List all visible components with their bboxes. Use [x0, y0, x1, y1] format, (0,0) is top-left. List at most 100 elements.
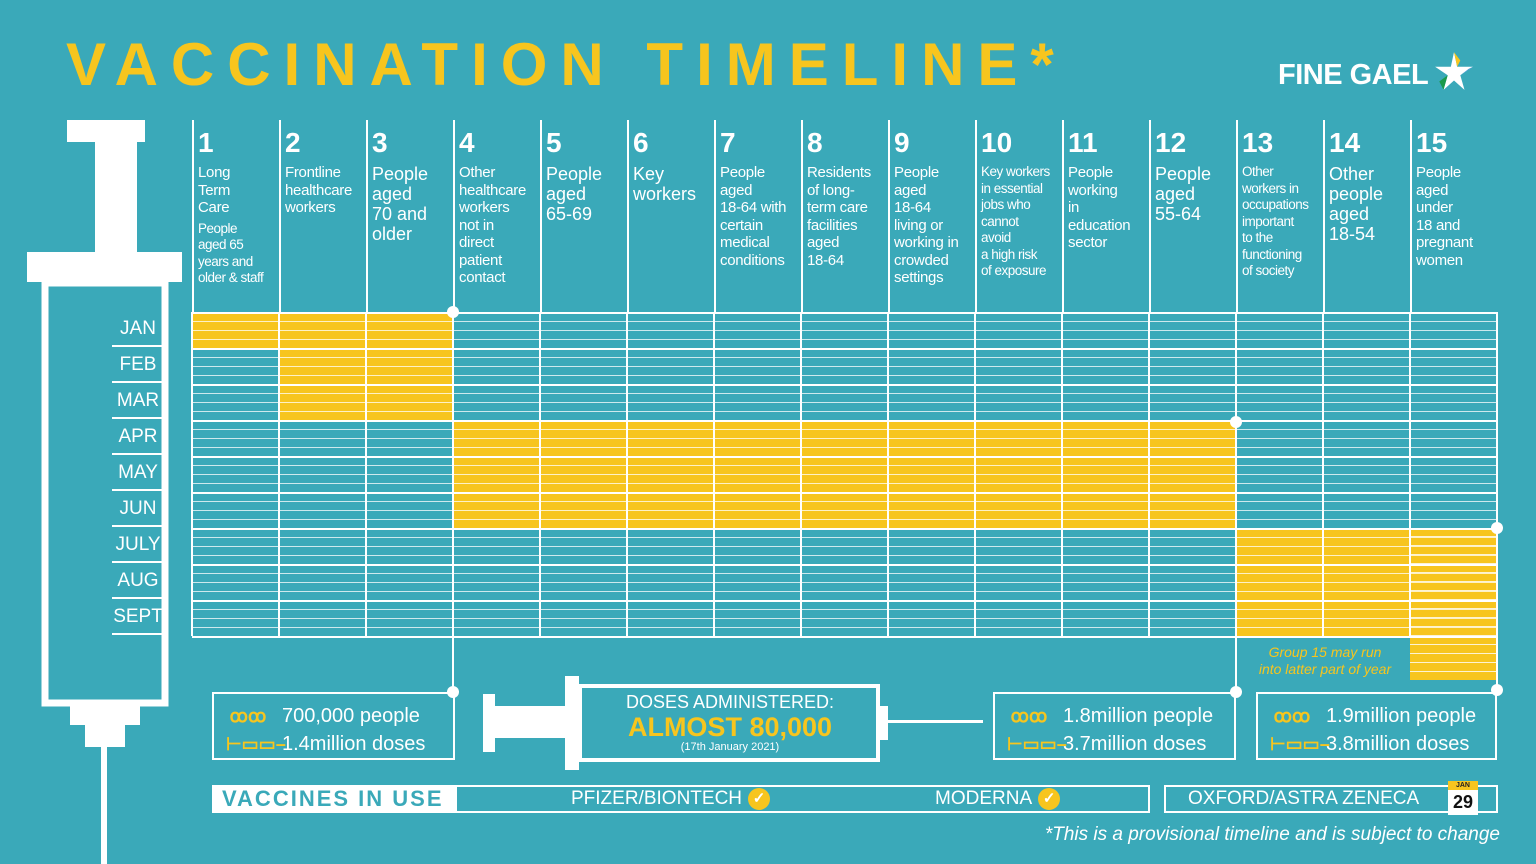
grid-line [192, 312, 1497, 314]
grid-line [192, 429, 1497, 430]
column-divider [626, 312, 628, 636]
group-label: People working in education sector [1068, 164, 1131, 251]
group-label: Other people aged 18-54 [1329, 164, 1384, 244]
group-label: People aged 65-69 [546, 164, 603, 224]
group-number: 7 [720, 127, 736, 158]
grid-line [192, 447, 1497, 448]
month-label: MAY [112, 455, 168, 491]
column-divider [887, 312, 889, 636]
column-divider [191, 312, 193, 636]
grid-line [192, 321, 1497, 322]
grid-line [192, 465, 1497, 466]
group-label: Other workers in occupations important t… [1242, 164, 1309, 278]
grid-line [192, 420, 1497, 422]
grid-line [192, 348, 1497, 350]
group-column-10: 10 Key workers in essential jobs who cann… [975, 120, 1062, 312]
column-divider [1496, 312, 1498, 636]
month-label: JAN [112, 311, 168, 347]
grid-line [192, 366, 1497, 367]
grid-line [192, 375, 1497, 376]
month-label: MAR [112, 383, 168, 419]
calendar-icon: JAN 29 [1448, 781, 1478, 815]
group-number: 13 [1242, 127, 1274, 158]
group-column-4: 4 Other healthcare workers not in direct … [453, 120, 540, 312]
phase-summary-1: ꝏꝏ 700,000 people ⊢▭▭– 1.4million doses [212, 692, 455, 760]
grid-line [192, 519, 1497, 520]
group-label: People aged under 18 and pregnant women [1416, 164, 1473, 269]
grid-line [192, 573, 1497, 574]
group-label: Frontline healthcare workers [285, 164, 353, 216]
syringe-icon: ⊢▭▭– [1270, 734, 1330, 754]
grid-line [192, 582, 1497, 583]
group-label: People aged 55-64 [1155, 164, 1212, 224]
check-icon: ✓ [748, 788, 771, 810]
group-column-15: 15 People aged under 18 and pregnant wome… [1410, 120, 1497, 312]
grid-line [192, 474, 1497, 475]
vaccines-in-use-label: VACCINES IN USE [212, 785, 455, 813]
group-number: 11 [1068, 127, 1098, 158]
month-label: APR [112, 419, 168, 455]
doses-syringe-graphic [483, 676, 983, 770]
phase-dot [1491, 522, 1503, 534]
syringe-graphic [27, 120, 182, 864]
group-number: 6 [633, 127, 649, 158]
column-divider [974, 312, 976, 636]
month-label: JULY [112, 527, 168, 563]
column-divider [278, 312, 280, 636]
group-number: 12 [1155, 127, 1187, 158]
group-number: 10 [981, 127, 1013, 158]
syringe-icon: ⊢▭▭– [226, 734, 286, 754]
group-number: 14 [1329, 127, 1361, 158]
people-count: 700,000 people [282, 705, 420, 727]
check-icon: ✓ [1038, 788, 1061, 810]
grid-line [192, 330, 1497, 331]
month-label: AUG [112, 563, 168, 599]
grid-line [192, 636, 1497, 638]
group-column-5: 5 People aged 65-69 [540, 120, 627, 312]
people-icon: ꝏꝏ [229, 706, 267, 726]
group-sublabel: People aged 65 years and older & staff [198, 220, 264, 286]
group15-note: Group 15 may run into latter part of yea… [1258, 644, 1392, 677]
syringe-icon: ⊢▭▭– [1007, 734, 1067, 754]
phase-summary-3: ꝏꝏ 1.9million people ⊢▭▭– 3.8million doses [1256, 692, 1497, 760]
phase-dot [1230, 686, 1242, 698]
group-column-3: 3 People aged 70 and older [366, 120, 453, 312]
people-count: 1.9million people [1326, 705, 1477, 727]
grid-line [192, 591, 1497, 592]
vaccine-oxford-box: OXFORD/ASTRA ZENECA JAN 29 [1164, 781, 1498, 815]
grid-line [192, 510, 1497, 511]
group-label: People aged 18-64 with certain medical c… [720, 164, 787, 269]
group-label: Long Term Care [198, 164, 231, 216]
grid-line [192, 564, 1497, 566]
group-number: 4 [459, 127, 475, 158]
group-column-11: 11 People working in education sector [1062, 120, 1149, 312]
group-label: People aged 18-64 living or working in c… [894, 164, 959, 286]
people-count: 1.8million people [1063, 705, 1214, 727]
group-column-1: 1 Long Term Care People aged 65 years and … [192, 120, 279, 312]
group-column-9: 9 People aged 18-64 living or working in … [888, 120, 975, 312]
grid-line [192, 546, 1497, 547]
grid-line [192, 609, 1497, 610]
group-number: 8 [807, 127, 823, 158]
approved-vaccines-box: PFIZER/BIONTECH ✓ MODERNA ✓ [455, 785, 1150, 813]
vaccine-moderna: MODERNA ✓ [935, 788, 1061, 810]
grid-line [192, 393, 1497, 394]
group-label: Residents of long- term care facilities … [807, 164, 872, 269]
column-divider [713, 312, 715, 636]
dose-count: 1.4million doses [282, 733, 426, 755]
column-divider [1061, 312, 1063, 636]
fine-gael-logo: FINE GAEL [1278, 50, 1475, 92]
grid-line [192, 627, 1497, 628]
group-column-14: 14 Other people aged 18-54 [1323, 120, 1410, 312]
phase-summary-2: ꝏꝏ 1.8million people ⊢▭▭– 3.7million doses [993, 692, 1236, 760]
grid-line [192, 492, 1497, 494]
phase-connector [1496, 528, 1498, 690]
column-divider [800, 312, 802, 636]
grid-line [192, 384, 1497, 386]
group-number: 1 [198, 127, 214, 158]
group-label: Key workers [633, 164, 697, 204]
group-number: 5 [546, 127, 562, 158]
column-divider [539, 312, 541, 636]
dose-count: 3.7million doses [1063, 733, 1207, 755]
group-label: People aged 70 and older [372, 164, 429, 244]
